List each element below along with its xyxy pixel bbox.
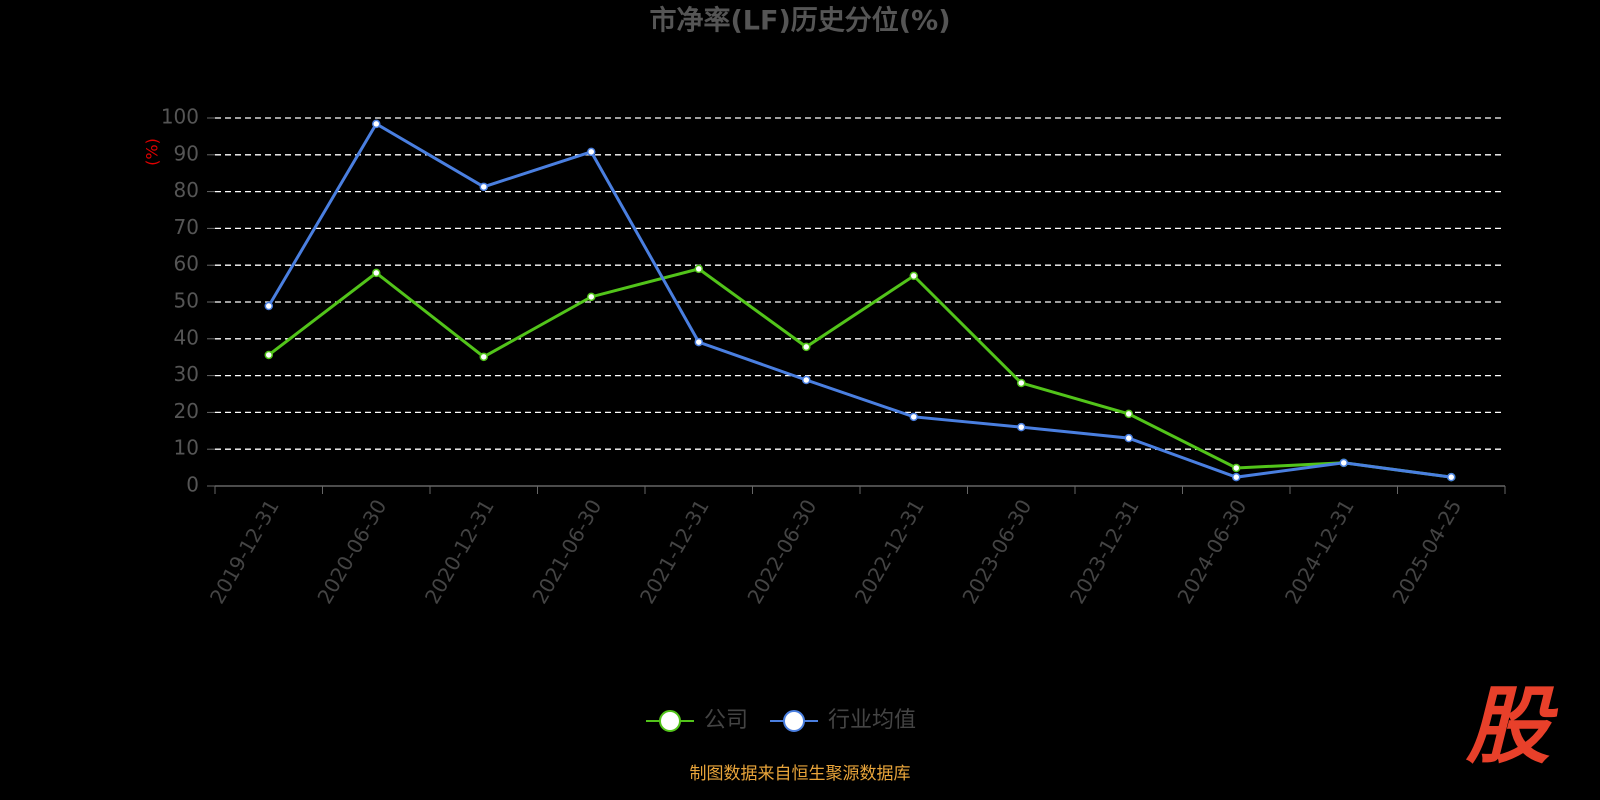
y-tick-label: 40 — [174, 325, 199, 349]
data-point — [1447, 472, 1456, 482]
data-point — [1124, 433, 1133, 443]
data-point — [1124, 409, 1133, 419]
y-tick-label: 60 — [174, 252, 199, 276]
legend-marker — [659, 710, 681, 732]
series-line — [267, 121, 1452, 479]
y-tick-label: 0 — [186, 473, 199, 497]
data-point — [479, 352, 488, 362]
data-point — [264, 350, 273, 360]
data-point — [479, 182, 488, 192]
legend-label: 公司 — [704, 708, 748, 733]
data-point — [372, 119, 381, 129]
y-tick-label: 20 — [174, 399, 199, 423]
legend-label: 行业均值 — [828, 708, 916, 733]
data-point — [1232, 472, 1241, 482]
y-tick-label: 100 — [161, 105, 199, 129]
data-point — [264, 301, 273, 311]
data-point — [694, 264, 703, 274]
data-point — [802, 342, 811, 352]
data-point — [587, 292, 596, 302]
watermark: 股 — [1465, 677, 1559, 775]
y-tick-label: 30 — [174, 362, 199, 386]
data-point — [909, 412, 918, 422]
chart-title: 市净率(LF)历史分位(%) — [649, 5, 950, 37]
data-point — [1017, 422, 1026, 432]
y-tick-label: 80 — [174, 178, 199, 202]
data-point — [802, 375, 811, 385]
y-axis-label: (%) — [143, 138, 162, 166]
data-point — [1339, 458, 1348, 468]
source-note: 制图数据来自恒生聚源数据库 — [690, 764, 911, 784]
legend-marker — [783, 710, 806, 732]
y-tick-label: 10 — [174, 436, 199, 460]
data-point — [1232, 463, 1241, 473]
y-tick-label: 50 — [174, 289, 199, 313]
data-point — [587, 147, 596, 157]
y-tick-label: 70 — [174, 215, 199, 239]
data-point — [909, 271, 918, 281]
data-point — [372, 268, 381, 278]
y-tick-label: 90 — [174, 141, 199, 165]
data-point — [1017, 378, 1026, 388]
series-line — [267, 267, 1452, 479]
data-point — [694, 337, 703, 347]
